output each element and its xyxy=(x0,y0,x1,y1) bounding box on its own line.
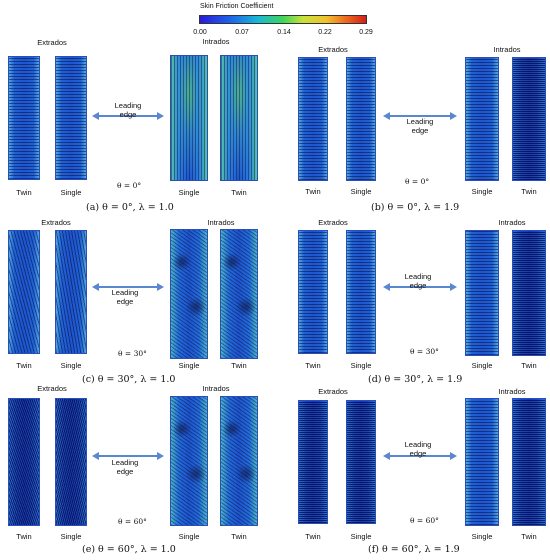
twin-label: Twin xyxy=(16,188,32,197)
theta-label: θ = 0° xyxy=(405,177,430,186)
blade-f-single-extrados xyxy=(346,400,376,524)
blade-c-single-intrados xyxy=(170,229,208,359)
single-label: Single xyxy=(350,187,372,196)
twin-label: Twin xyxy=(16,361,32,370)
blade-a-single-intrados xyxy=(170,55,208,181)
theta-label: θ = 30° xyxy=(118,349,147,358)
extrados-label: Extrados xyxy=(318,45,348,54)
caption-f: (f) θ = 60°, λ = 1.9 xyxy=(368,544,460,555)
intrados-label: Intrados xyxy=(207,218,235,227)
blade-d-twin-intrados xyxy=(512,230,546,356)
caption-b: (b) θ = 0°, λ = 1.9 xyxy=(371,202,460,213)
blade-f-single-intrados xyxy=(465,398,499,526)
caption-d: (d) θ = 30°, λ = 1.9 xyxy=(368,374,463,385)
colorbar-title: Skin Friction Coefficient xyxy=(200,3,274,10)
twin-label: Twin xyxy=(16,532,32,541)
single-label: Single xyxy=(471,361,493,370)
colorbar-tick: 0.00 xyxy=(193,29,207,36)
twin-label: Twin xyxy=(305,361,321,370)
intrados-label: Intrados xyxy=(202,384,230,393)
blade-f-twin-extrados xyxy=(298,400,328,524)
colorbar-tick: 0.07 xyxy=(235,29,249,36)
blade-c-twin-extrados xyxy=(8,230,40,354)
double-arrow-icon xyxy=(383,112,457,120)
twin-label: Twin xyxy=(231,188,247,197)
twin-label: Twin xyxy=(521,361,537,370)
single-label: Single xyxy=(60,532,82,541)
colorbar-tick: 0.14 xyxy=(277,29,291,36)
single-label: Single xyxy=(350,361,372,370)
blade-d-single-extrados xyxy=(346,230,376,354)
colorbar-tick: 0.22 xyxy=(318,29,332,36)
double-arrow-icon xyxy=(92,452,164,460)
single-label: Single xyxy=(60,188,82,197)
blade-e-twin-extrados xyxy=(8,398,40,526)
blade-c-twin-intrados xyxy=(220,229,258,359)
blade-e-twin-intrados xyxy=(220,396,258,526)
single-label: Single xyxy=(178,361,200,370)
twin-label: Twin xyxy=(305,532,321,541)
leading-edge-label: Leading edge xyxy=(114,101,142,119)
intrados-label: Intrados xyxy=(202,37,230,46)
extrados-label: Extrados xyxy=(318,387,348,396)
blade-e-single-intrados xyxy=(170,396,208,526)
single-label: Single xyxy=(471,187,493,196)
blade-a-single-extrados xyxy=(55,56,87,180)
single-label: Single xyxy=(350,532,372,541)
leading-edge-label: Leading edge xyxy=(406,117,434,135)
twin-label: Twin xyxy=(521,187,537,196)
leading-edge-label: Leading edge xyxy=(404,272,432,290)
extrados-label: Extrados xyxy=(41,218,71,227)
extrados-label: Extrados xyxy=(37,38,67,47)
theta-label: θ = 0° xyxy=(117,181,142,190)
twin-label: Twin xyxy=(231,361,247,370)
intrados-label: Intrados xyxy=(493,45,521,54)
leading-edge-label: Leading edge xyxy=(404,440,432,458)
intrados-label: Intrados xyxy=(498,387,526,396)
extrados-label: Extrados xyxy=(318,218,348,227)
blade-b-twin-extrados xyxy=(298,57,328,181)
twin-label: Twin xyxy=(521,532,537,541)
single-label: Single xyxy=(60,361,82,370)
theta-label: θ = 30° xyxy=(410,347,439,356)
blade-a-twin-extrados xyxy=(8,56,40,180)
blade-b-twin-intrados xyxy=(512,57,546,181)
blade-a-twin-intrados xyxy=(220,55,258,181)
blade-b-single-intrados xyxy=(465,57,499,181)
blade-d-twin-extrados xyxy=(298,230,328,354)
single-label: Single xyxy=(471,532,493,541)
intrados-label: Intrados xyxy=(498,218,526,227)
caption-a: (a) θ = 0°, λ = 1.0 xyxy=(86,202,174,213)
blade-f-twin-intrados xyxy=(512,398,546,526)
double-arrow-icon xyxy=(92,283,164,291)
leading-edge-label: Leading edge xyxy=(111,288,139,306)
colorbar xyxy=(199,15,367,24)
twin-label: Twin xyxy=(305,187,321,196)
theta-label: θ = 60° xyxy=(410,516,439,525)
leading-edge-label: Leading edge xyxy=(111,458,139,476)
theta-label: θ = 60° xyxy=(118,517,147,526)
twin-label: Twin xyxy=(231,532,247,541)
blade-e-single-extrados xyxy=(55,398,87,526)
double-arrow-icon xyxy=(383,283,457,291)
single-label: Single xyxy=(178,532,200,541)
colorbar-tick: 0.29 xyxy=(359,29,373,36)
caption-e: (e) θ = 60°, λ = 1.0 xyxy=(82,544,176,555)
caption-c: (c) θ = 30°, λ = 1.0 xyxy=(82,374,176,385)
blade-d-single-intrados xyxy=(465,230,499,356)
blade-c-single-extrados xyxy=(55,230,87,354)
extrados-label: Extrados xyxy=(37,384,67,393)
double-arrow-icon xyxy=(383,452,457,460)
single-label: Single xyxy=(178,188,200,197)
double-arrow-icon xyxy=(92,112,164,120)
blade-b-single-extrados xyxy=(346,57,376,181)
